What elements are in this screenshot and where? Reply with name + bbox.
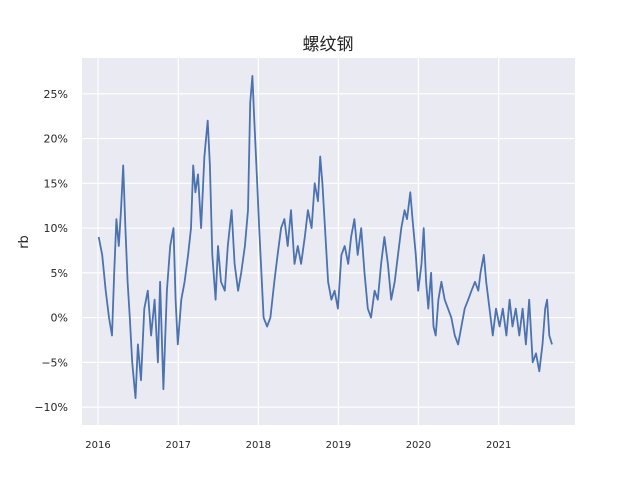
y-tick-label: 15%: [44, 177, 68, 190]
y-tick-label: 25%: [44, 88, 68, 101]
x-tick-label: 2016: [85, 440, 110, 451]
x-tick-label: 2021: [486, 440, 511, 451]
y-tick-label: 20%: [44, 133, 68, 146]
x-tick-label: 2017: [166, 440, 191, 451]
y-tick-label: −10%: [34, 401, 68, 414]
y-tick-label: −5%: [41, 356, 68, 369]
x-tick-label: 2020: [406, 440, 431, 451]
x-tick-labels: 2016 2017 2018 2019 2020 2021: [85, 440, 511, 451]
y-tick-label: 5%: [51, 267, 68, 280]
x-tick-label: 2018: [246, 440, 271, 451]
y-tick-label: 10%: [44, 222, 68, 235]
y-tick-label: 0%: [51, 312, 68, 325]
plot-area: [82, 58, 575, 425]
y-axis-label: rb: [17, 235, 32, 249]
chart-title: 螺纹钢: [303, 35, 354, 55]
series-layer: [97, 75, 553, 399]
gridlines: [82, 58, 575, 425]
y-tick-labels: −10% −5% 0% 5% 10% 15% 20% 25%: [34, 88, 68, 414]
series-line: [97, 75, 553, 399]
x-tick-label: 2019: [326, 440, 351, 451]
